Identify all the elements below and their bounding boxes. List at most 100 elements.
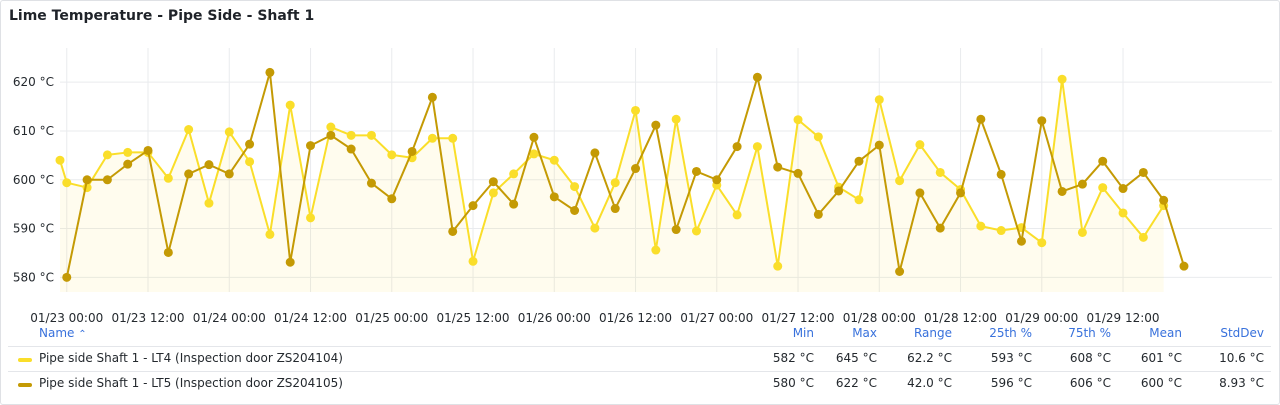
data-point [529, 149, 539, 159]
data-point [956, 188, 966, 198]
sort-ascending-icon: ⌃ [78, 329, 87, 340]
stat-75th: 608 °C [1069, 351, 1111, 365]
panel-title: Lime Temperature - Pipe Side - Shaft 1 [9, 8, 315, 24]
data-point [1159, 195, 1169, 205]
x-tick-label: 01/26 00:00 [518, 311, 591, 325]
data-point [671, 114, 681, 124]
data-point [387, 150, 397, 160]
legend-header-min[interactable]: Min [792, 326, 814, 340]
data-point [895, 176, 905, 186]
data-point [854, 195, 864, 205]
y-axis: 580 °C 590 °C 600 °C 610 °C 620 °C [13, 75, 54, 284]
x-tick-label: 01/23 12:00 [112, 311, 185, 325]
x-tick-label: 01/25 12:00 [437, 311, 510, 325]
stat-range: 42.0 °C [907, 376, 952, 390]
legend-row[interactable]: Pipe side Shaft 1 - LT4 (Inspection door… [8, 346, 1271, 371]
data-point [671, 225, 681, 235]
data-point [448, 226, 458, 236]
series-name[interactable]: Pipe side Shaft 1 - LT5 (Inspection door… [39, 376, 343, 390]
x-axis: 01/23 00:00 01/23 12:00 01/24 00:00 01/24 1… [30, 311, 1159, 325]
y-tick-label: 610 °C [13, 124, 54, 138]
data-point [895, 267, 905, 277]
data-point [366, 178, 376, 188]
data-point [651, 120, 661, 130]
legend-header-75th[interactable]: 75th % [1068, 326, 1111, 340]
data-point [834, 186, 844, 196]
legend-header-range[interactable]: Range [913, 326, 952, 340]
data-point [874, 95, 884, 105]
series-area [60, 79, 1164, 293]
data-point [1037, 116, 1047, 126]
data-point [1118, 184, 1128, 194]
x-tick-label: 01/24 12:00 [274, 311, 347, 325]
y-tick-label: 620 °C [13, 75, 54, 89]
data-point [488, 177, 498, 187]
data-point [224, 127, 234, 137]
data-point [285, 100, 295, 110]
series-name[interactable]: Pipe side Shaft 1 - LT4 (Inspection door… [39, 351, 343, 365]
data-point [1118, 208, 1128, 218]
line-chart: 580 °C 590 °C 600 °C 610 °C 620 °C 01/23 00:… [13, 48, 1272, 325]
series-line [65, 71, 1185, 278]
data-point [468, 201, 478, 211]
data-point [610, 204, 620, 214]
data-point [163, 247, 173, 257]
data-point [1057, 74, 1067, 84]
data-point [1138, 167, 1148, 177]
series-color-swatch [18, 358, 32, 362]
data-point [346, 144, 356, 154]
x-tick-label: 01/29 00:00 [1005, 311, 1078, 325]
stat-75th: 606 °C [1069, 376, 1111, 390]
data-point [346, 130, 356, 140]
data-point [570, 182, 580, 192]
data-point [590, 223, 600, 233]
legend-header-name[interactable]: Name ⌃ [39, 326, 87, 340]
data-point [813, 132, 823, 142]
series-layer [55, 67, 1189, 293]
data-point [1077, 179, 1087, 189]
data-point [306, 213, 316, 223]
data-point [1098, 156, 1108, 166]
x-tick-label: 01/28 00:00 [843, 311, 916, 325]
stat-stddev: 10.6 °C [1219, 351, 1264, 365]
data-point [55, 155, 65, 165]
data-point [1037, 238, 1047, 248]
stat-max: 622 °C [835, 376, 877, 390]
data-point [184, 124, 194, 134]
data-point [265, 229, 275, 239]
data-point [82, 175, 92, 185]
x-tick-label: 01/27 12:00 [762, 311, 835, 325]
stat-25th: 593 °C [990, 351, 1032, 365]
data-point [590, 148, 600, 158]
data-point [773, 261, 783, 271]
legend-row[interactable]: Pipe side Shaft 1 - LT5 (Inspection door… [8, 371, 1271, 396]
series-color-swatch [18, 383, 32, 387]
data-point [874, 140, 884, 150]
data-point [976, 221, 986, 231]
data-point [854, 156, 864, 166]
data-point [1179, 261, 1189, 271]
data-point [996, 226, 1006, 236]
stat-stddev: 8.93 °C [1219, 376, 1264, 390]
data-point [996, 169, 1006, 179]
data-point [184, 169, 194, 179]
x-tick-label: 01/26 12:00 [599, 311, 672, 325]
data-point [1138, 232, 1148, 242]
legend-header-25th[interactable]: 25th % [989, 326, 1032, 340]
data-point [163, 173, 173, 183]
data-point [631, 105, 641, 115]
data-point [935, 167, 945, 177]
data-point [366, 130, 376, 140]
data-point [935, 223, 945, 233]
legend-header-mean[interactable]: Mean [1149, 326, 1182, 340]
data-point [691, 166, 701, 176]
data-point [1016, 236, 1026, 246]
legend-header-max[interactable]: Max [852, 326, 877, 340]
legend-header-stddev[interactable]: StdDev [1220, 326, 1264, 340]
data-point [62, 178, 72, 188]
data-point [204, 160, 214, 170]
data-point [204, 198, 214, 208]
data-point [529, 132, 539, 142]
data-point [427, 133, 437, 143]
data-point [793, 115, 803, 125]
